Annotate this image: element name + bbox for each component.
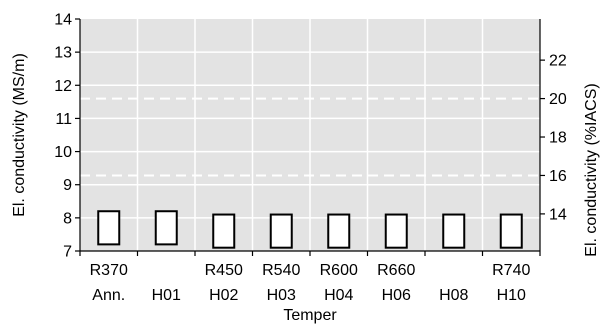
range-bar — [97, 210, 121, 246]
y-tick-label: 9 — [63, 177, 72, 194]
range-bar — [212, 213, 236, 249]
left-axis-ticks: 7 8 9 10 11 12 13 14 — [54, 12, 80, 261]
x-tick-label: H10 — [497, 287, 526, 304]
range-bar — [442, 213, 466, 249]
y-tick-label: 11 — [55, 111, 72, 128]
x-tick-label: H02 — [209, 287, 238, 304]
range-bar — [384, 213, 408, 249]
range-bar — [327, 213, 351, 249]
x-tick-label: R600 — [320, 262, 358, 279]
x-tick-label: R450 — [205, 262, 243, 279]
x-tick-label: Ann. — [92, 287, 125, 304]
y2-tick-label: 20 — [549, 91, 567, 108]
range-bar — [269, 213, 293, 249]
x-tick-label: H03 — [267, 287, 296, 304]
y-tick-label: 12 — [54, 78, 72, 95]
y-tick-label: 10 — [54, 144, 72, 161]
y-tick-label: 7 — [63, 244, 72, 261]
y2-tick-label: 22 — [549, 53, 567, 70]
reference-lines — [80, 97, 540, 177]
y2-axis-title: El. conductivity (%IACS) — [583, 83, 600, 256]
y2-tick-label: 16 — [549, 168, 567, 185]
vertical-gridlines — [136, 19, 484, 251]
x-tick-label: R740 — [492, 262, 530, 279]
x-tick-label: R540 — [262, 262, 300, 279]
x-tick-label: H06 — [382, 287, 411, 304]
bars — [97, 210, 523, 249]
x-tick-label: R660 — [377, 262, 415, 279]
x-axis-ticks: R370 Ann. H01 R450 H02 R540 H03 R600 H04 R660 H06 H… — [79, 251, 541, 304]
x-tick-label: H08 — [439, 287, 468, 304]
range-bar — [154, 210, 178, 246]
y2-tick-label: 18 — [549, 130, 567, 147]
y-tick-label: 13 — [54, 45, 72, 62]
right-axis-ticks: 14 16 18 20 22 — [540, 53, 567, 223]
y-tick-label: 14 — [54, 12, 72, 29]
y-axis-title: El. conductivity (MS/m) — [11, 53, 28, 217]
y2-tick-label: 14 — [549, 206, 567, 223]
x-axis-title: Temper — [283, 307, 337, 324]
y-tick-label: 8 — [63, 210, 72, 227]
x-tick-label: H01 — [152, 287, 181, 304]
x-tick-label: H04 — [324, 287, 353, 304]
range-bar — [499, 213, 523, 249]
x-tick-label: R370 — [90, 262, 128, 279]
